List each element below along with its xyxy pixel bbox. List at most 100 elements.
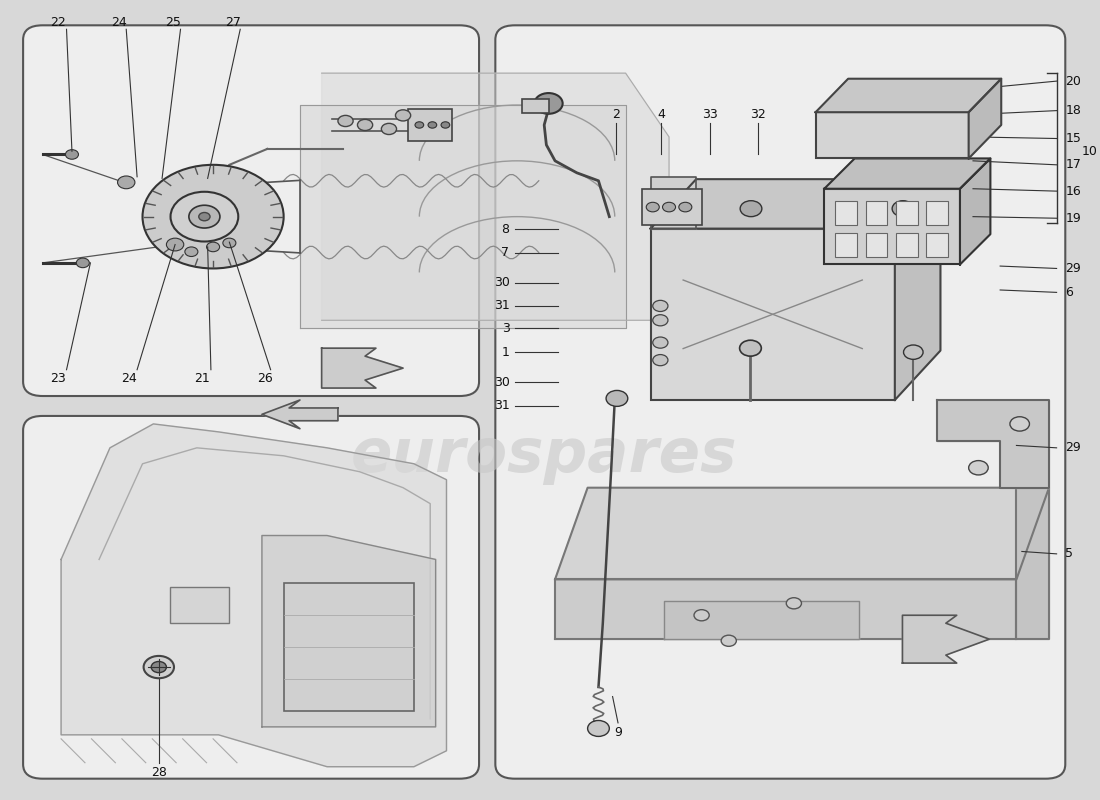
Bar bbox=[926, 233, 948, 257]
Polygon shape bbox=[969, 78, 1001, 158]
Text: 6: 6 bbox=[1065, 286, 1074, 299]
Circle shape bbox=[786, 598, 802, 609]
Circle shape bbox=[740, 201, 762, 217]
Circle shape bbox=[170, 192, 239, 242]
Circle shape bbox=[166, 238, 184, 251]
Text: 24: 24 bbox=[111, 16, 126, 29]
Bar bbox=[284, 583, 414, 711]
Bar bbox=[895, 201, 917, 225]
Polygon shape bbox=[262, 535, 436, 727]
Text: 20: 20 bbox=[1065, 74, 1081, 88]
Circle shape bbox=[1010, 417, 1030, 431]
Polygon shape bbox=[960, 158, 990, 265]
Circle shape bbox=[441, 122, 450, 128]
Circle shape bbox=[535, 93, 562, 114]
Polygon shape bbox=[663, 601, 859, 639]
Text: 7: 7 bbox=[502, 246, 509, 259]
FancyBboxPatch shape bbox=[495, 26, 1065, 778]
Circle shape bbox=[76, 258, 89, 268]
Circle shape bbox=[382, 123, 397, 134]
Text: 22: 22 bbox=[50, 16, 66, 29]
Circle shape bbox=[144, 656, 174, 678]
Text: 10: 10 bbox=[1081, 145, 1098, 158]
Bar bbox=[835, 201, 857, 225]
Text: 18: 18 bbox=[1065, 104, 1081, 117]
Text: 27: 27 bbox=[224, 16, 241, 29]
Circle shape bbox=[143, 165, 284, 269]
Circle shape bbox=[65, 150, 78, 159]
Polygon shape bbox=[300, 105, 626, 328]
Circle shape bbox=[428, 122, 437, 128]
Text: 2: 2 bbox=[612, 108, 619, 121]
Text: 5: 5 bbox=[1065, 547, 1074, 560]
Circle shape bbox=[587, 721, 609, 737]
Polygon shape bbox=[824, 158, 990, 189]
Bar bbox=[926, 201, 948, 225]
Circle shape bbox=[652, 300, 668, 311]
Bar bbox=[650, 229, 894, 400]
Bar bbox=[866, 233, 888, 257]
Polygon shape bbox=[650, 179, 940, 229]
Text: 21: 21 bbox=[195, 372, 210, 385]
Circle shape bbox=[892, 201, 914, 217]
Text: 3: 3 bbox=[502, 322, 509, 334]
Polygon shape bbox=[262, 400, 338, 429]
Text: 30: 30 bbox=[494, 376, 509, 389]
FancyBboxPatch shape bbox=[23, 416, 480, 778]
Polygon shape bbox=[556, 579, 1016, 639]
Text: 31: 31 bbox=[494, 399, 509, 412]
Text: 23: 23 bbox=[50, 372, 66, 385]
Circle shape bbox=[606, 390, 628, 406]
Circle shape bbox=[207, 242, 220, 252]
Circle shape bbox=[969, 461, 988, 475]
Polygon shape bbox=[902, 615, 989, 663]
Bar bbox=[408, 109, 452, 141]
Circle shape bbox=[185, 247, 198, 257]
Text: 15: 15 bbox=[1065, 132, 1081, 145]
Text: 30: 30 bbox=[494, 276, 509, 290]
Text: 17: 17 bbox=[1065, 158, 1081, 171]
Polygon shape bbox=[937, 400, 1049, 488]
Circle shape bbox=[903, 345, 923, 359]
Text: 16: 16 bbox=[1065, 185, 1081, 198]
Bar bbox=[169, 587, 230, 623]
Polygon shape bbox=[321, 348, 403, 388]
Text: 28: 28 bbox=[151, 766, 167, 779]
Text: eurospares: eurospares bbox=[351, 426, 737, 486]
Polygon shape bbox=[650, 177, 696, 229]
Text: 32: 32 bbox=[750, 108, 766, 121]
Polygon shape bbox=[556, 488, 1049, 579]
Circle shape bbox=[694, 610, 710, 621]
Circle shape bbox=[189, 206, 220, 228]
Circle shape bbox=[223, 238, 235, 248]
Text: 29: 29 bbox=[1065, 262, 1081, 275]
Circle shape bbox=[396, 110, 410, 121]
Circle shape bbox=[652, 314, 668, 326]
Text: 26: 26 bbox=[257, 372, 273, 385]
Circle shape bbox=[358, 119, 373, 130]
Circle shape bbox=[415, 122, 424, 128]
Bar bbox=[835, 233, 857, 257]
Circle shape bbox=[118, 176, 135, 189]
Text: 8: 8 bbox=[502, 223, 509, 236]
Text: 1: 1 bbox=[502, 346, 509, 358]
Polygon shape bbox=[321, 73, 669, 320]
Bar bbox=[824, 189, 960, 265]
Circle shape bbox=[646, 202, 659, 212]
Bar bbox=[815, 112, 969, 158]
Circle shape bbox=[151, 662, 166, 673]
Circle shape bbox=[199, 213, 210, 221]
Text: 29: 29 bbox=[1065, 442, 1081, 454]
Bar bbox=[895, 233, 917, 257]
Circle shape bbox=[722, 635, 736, 646]
Polygon shape bbox=[62, 424, 447, 766]
Text: 33: 33 bbox=[703, 108, 718, 121]
Text: 4: 4 bbox=[658, 108, 666, 121]
Bar bbox=[642, 189, 702, 225]
Circle shape bbox=[338, 115, 353, 126]
Circle shape bbox=[679, 202, 692, 212]
Circle shape bbox=[652, 354, 668, 366]
Bar bbox=[866, 201, 888, 225]
Polygon shape bbox=[894, 179, 940, 400]
FancyBboxPatch shape bbox=[23, 26, 480, 396]
